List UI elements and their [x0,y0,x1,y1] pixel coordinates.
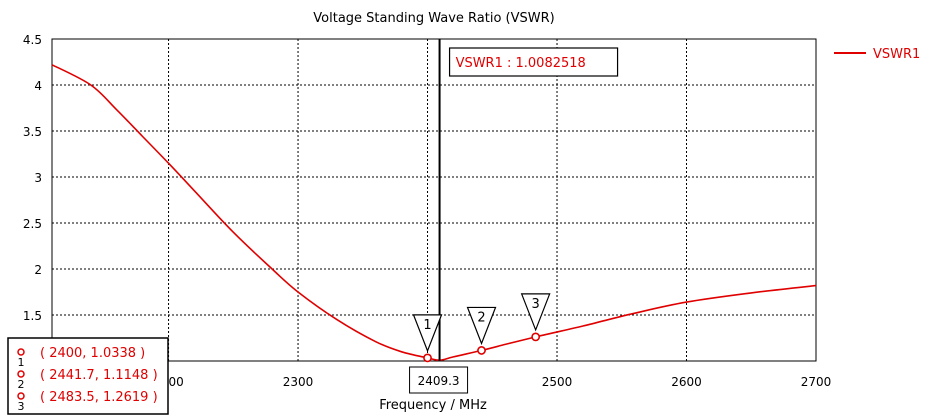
y-tick-label: 4 [34,79,42,93]
cursor-x-box [409,366,469,394]
x-tick-label: 2300 [283,375,314,389]
marker-layer: 1 2 3 [412,293,551,363]
marker-point [423,353,432,363]
grid [52,39,816,361]
marker-flag [520,293,551,332]
marker-flag-label: 1 [423,318,431,333]
marker-table-icon [17,348,25,356]
marker-table-value: ( 2400, 1.0338 ) [40,346,145,361]
chart-title: Voltage Standing Wave Ratio (VSWR) [313,11,554,26]
y-tick-label: 2 [34,263,42,277]
marker-table: 1 ( 2400, 1.0338 ) 2 ( 2441.7, 1.1148 ) 3 ( 2… [7,337,169,415]
marker-table-id: 2 [18,378,25,391]
x-axis-label: Frequency / MHz [379,398,487,413]
marker-table-id: 3 [18,400,25,413]
marker-3: 3 [520,293,551,342]
x-tick-label: 2600 [671,375,702,389]
marker-table-icon [17,370,25,378]
y-tick-label: 2.5 [23,217,42,231]
marker-table-value: ( 2483.5, 1.2619 ) [40,390,158,405]
marker-flag-label: 2 [477,310,485,325]
y-tick-label: 4.5 [23,33,42,47]
legend-label: VSWR1 [873,47,920,62]
marker-table-row: 1 ( 2400, 1.0338 ) [17,346,145,369]
cursor-layer[interactable]: VSWR1 : 1.0082518 2409.3 [409,39,619,394]
y-tick-labels: 1.5 2 2.5 3 3.5 4 4.5 [23,33,42,323]
marker-1: 1 [412,314,443,363]
series-layer [51,64,817,362]
marker-point [531,332,541,342]
marker-flag [466,306,497,346]
marker-table-box [7,337,169,415]
x-tick-label: 2500 [542,375,573,389]
marker-point [477,346,486,355]
marker-2: 2 [466,306,497,355]
series-line-vswr1 [51,64,817,362]
cursor-x-label: 2409.3 [418,374,460,388]
legend: VSWR1 [834,47,920,62]
marker-table-id: 1 [18,356,25,369]
cursor-readout-box [448,47,619,77]
x-tick-label: 2700 [801,375,832,389]
y-tick-label: 1.5 [23,309,42,323]
marker-table-icon [17,392,25,400]
cursor-readout: VSWR1 : 1.0082518 [456,56,586,71]
marker-table-row: 2 ( 2441.7, 1.1148 ) [17,368,158,391]
y-tick-label: 3.5 [23,125,42,139]
marker-table-row: 3 ( 2483.5, 1.2619 ) [17,390,158,413]
marker-flag [412,314,443,353]
marker-flag-label: 3 [532,297,540,312]
plot-frame [51,38,817,362]
marker-table-value: ( 2441.7, 1.1148 ) [40,368,158,383]
y-tick-label: 3 [34,171,42,185]
